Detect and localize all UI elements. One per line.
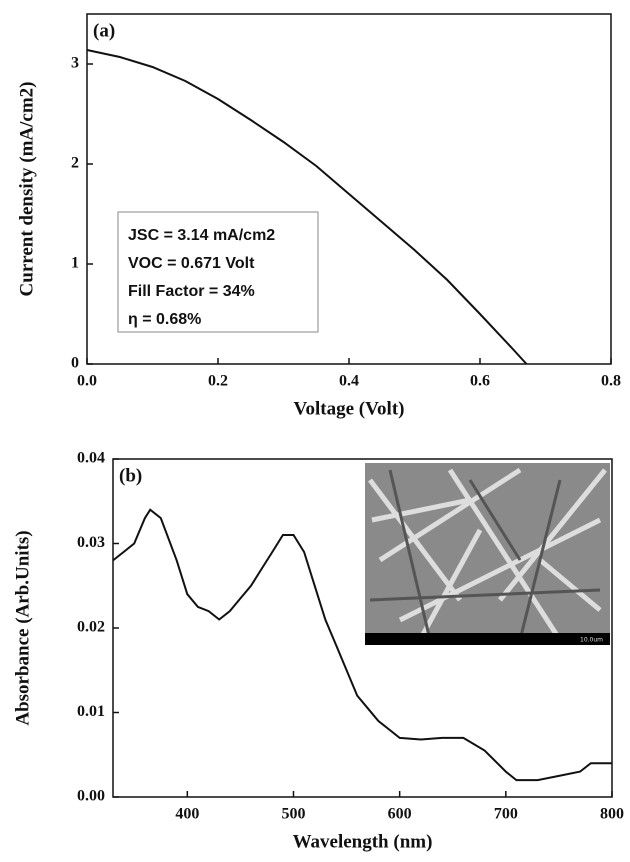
y-tick-label: 0.04 — [77, 450, 105, 467]
y-tick-label: 0 — [71, 355, 79, 372]
y-tick-label: 2 — [71, 155, 79, 172]
y-tick-label: 0.00 — [77, 788, 105, 805]
panel-label: (a) — [93, 20, 115, 41]
y-tick-label: 3 — [71, 55, 79, 72]
x-tick-label: 500 — [281, 806, 305, 823]
panel-label: (b) — [119, 465, 142, 486]
y-tick-label: 0.02 — [77, 619, 105, 636]
x-tick-label: 0.2 — [208, 373, 228, 390]
x-tick-label: 700 — [494, 806, 518, 823]
annotation: VOC = 0.671 Volt — [128, 255, 255, 272]
y-tick-label: 1 — [71, 255, 79, 272]
x-axis-label: Voltage (Volt) — [293, 398, 404, 419]
annotation: Fill Factor = 34% — [128, 283, 255, 300]
x-tick-label: 0.8 — [601, 373, 621, 390]
x-tick-label: 0.4 — [339, 373, 359, 390]
inset-scale-strip — [365, 633, 610, 645]
x-tick-label: 800 — [600, 806, 624, 823]
x-tick-label: 0.6 — [470, 373, 490, 390]
x-tick-label: 0.0 — [77, 373, 97, 390]
x-tick-label: 600 — [388, 806, 412, 823]
annotation: JSC = 3.14 mA/cm2 — [128, 227, 275, 244]
x-axis-label: Wavelength (nm) — [293, 831, 433, 852]
y-axis-label: Current density (mA/cm2) — [16, 82, 37, 297]
sem-inset: 10.0um — [365, 463, 610, 645]
inset-label: 10.0um — [580, 637, 603, 644]
figure: 10.0um 0.0 0.2 0.4 0.6 0.8 0 1 2 3 Voltage (Volt)… — [0, 0, 630, 862]
y-tick-label: 0.03 — [77, 534, 105, 551]
x-tick-label: 400 — [175, 806, 199, 823]
y-axis-label: Absorbance (Arb.Units) — [12, 530, 33, 725]
y-tick-label: 0.01 — [77, 703, 105, 720]
annotation: η = 0.68% — [128, 311, 201, 328]
